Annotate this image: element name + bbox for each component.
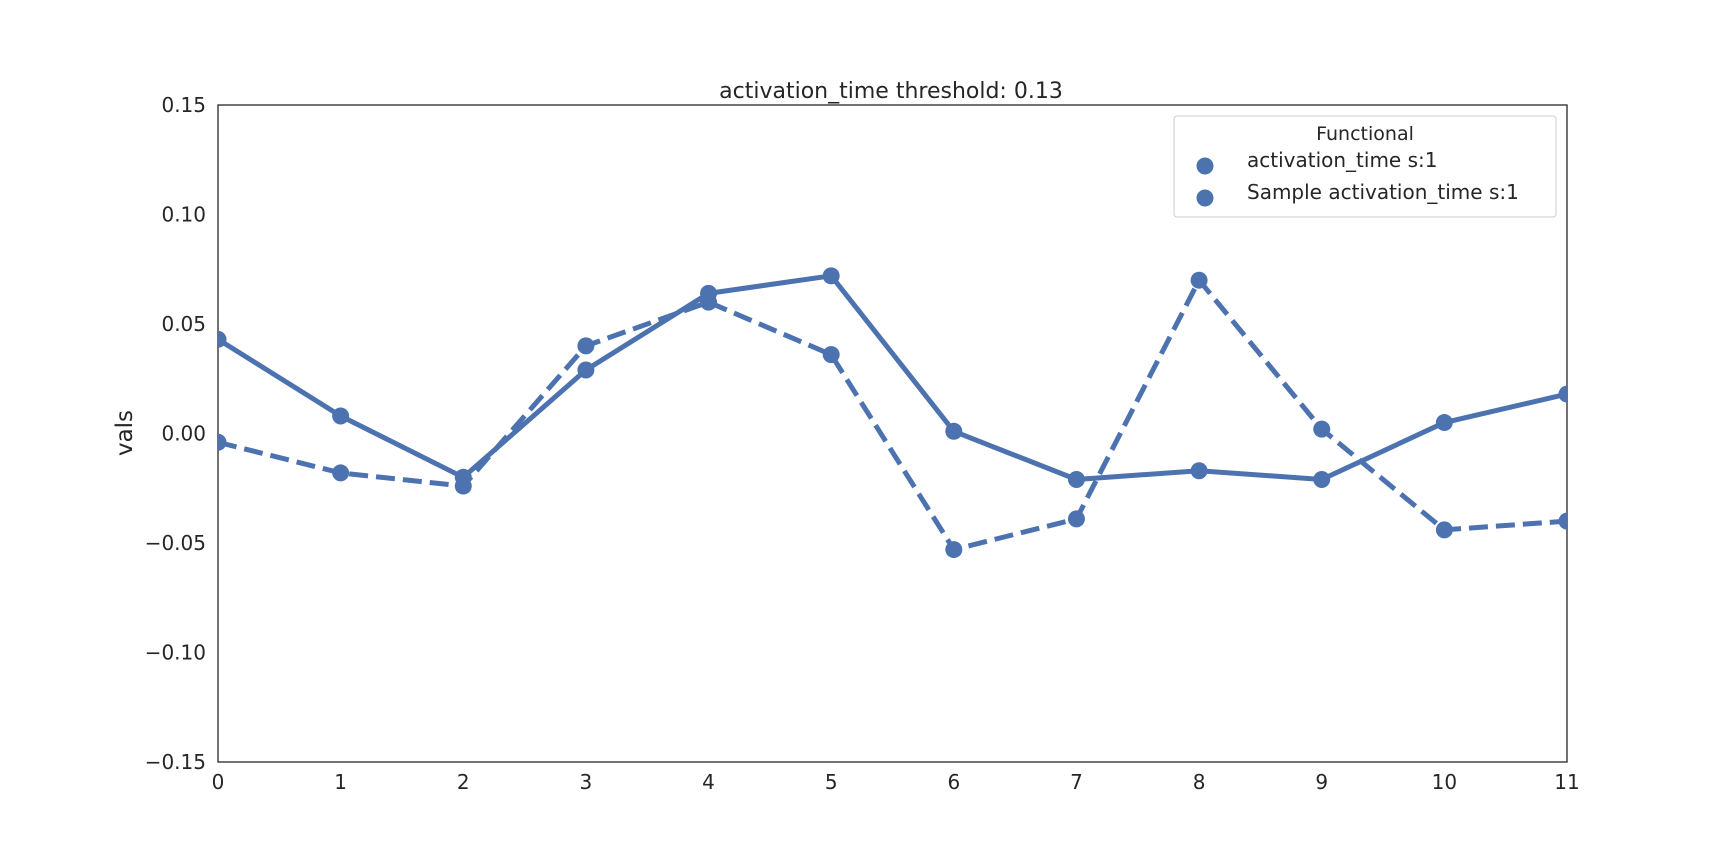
legend-title: Functional [1316, 123, 1414, 145]
x-tick-label: 11 [1554, 770, 1579, 794]
data-point [1558, 512, 1567, 530]
data-point [577, 337, 595, 355]
y-tick-label: 0.15 [161, 93, 206, 117]
x-tick-label: 5 [825, 770, 838, 794]
y-axis-ticks: −0.15 −0.10 −0.05 0.00 0.05 0.10 0.15 [145, 93, 206, 774]
data-point [1435, 521, 1453, 539]
data-point [945, 422, 963, 440]
y-tick-label: −0.05 [145, 531, 206, 555]
y-tick-label: −0.15 [145, 750, 206, 774]
data-point [454, 477, 472, 495]
data-point [332, 464, 350, 482]
data-point [332, 407, 350, 425]
data-point [1190, 271, 1208, 289]
legend-marker [1196, 189, 1214, 207]
x-tick-label: 10 [1432, 770, 1457, 794]
legend: Functional activation_time s:1 Sample act… [1173, 115, 1557, 218]
x-tick-label: 7 [1070, 770, 1083, 794]
x-tick-label: 4 [702, 770, 715, 794]
legend-label: activation_time s:1 [1247, 148, 1437, 172]
legend-label: Sample activation_time s:1 [1247, 180, 1519, 204]
legend-marker [1196, 157, 1214, 175]
data-point [218, 330, 227, 348]
x-tick-label: 8 [1193, 770, 1206, 794]
x-tick-label: 6 [947, 770, 960, 794]
x-tick-label: 2 [457, 770, 470, 794]
data-point [218, 433, 227, 451]
y-tick-label: 0.00 [161, 422, 206, 446]
data-point [945, 541, 963, 559]
x-tick-label: 0 [212, 770, 225, 794]
x-tick-label: 9 [1315, 770, 1328, 794]
data-point [822, 267, 840, 285]
data-point [1190, 462, 1208, 480]
data-point [577, 361, 595, 379]
y-tick-label: −0.10 [145, 641, 206, 665]
x-axis-ticks: 0 1 2 3 4 5 6 7 8 9 10 11 [212, 770, 1580, 794]
series-line [218, 273, 1567, 482]
y-tick-label: 0.10 [161, 203, 206, 227]
y-tick-label: 0.05 [161, 312, 206, 336]
x-tick-label: 1 [334, 770, 347, 794]
chart-title: activation_time threshold: 0.13 [719, 79, 1063, 104]
data-point [822, 346, 840, 364]
plot-series [218, 267, 1567, 559]
legend-box [1173, 115, 1557, 218]
x-tick-label: 3 [580, 770, 593, 794]
data-point [1313, 420, 1331, 438]
series-line [218, 277, 1567, 553]
y-axis-title: vals [112, 410, 138, 456]
data-point [1067, 510, 1085, 528]
data-point [1067, 470, 1085, 488]
data-point [1558, 385, 1567, 403]
data-point [700, 293, 718, 311]
data-point [1435, 414, 1453, 432]
series-2 [218, 271, 1567, 559]
data-point [1313, 470, 1331, 488]
